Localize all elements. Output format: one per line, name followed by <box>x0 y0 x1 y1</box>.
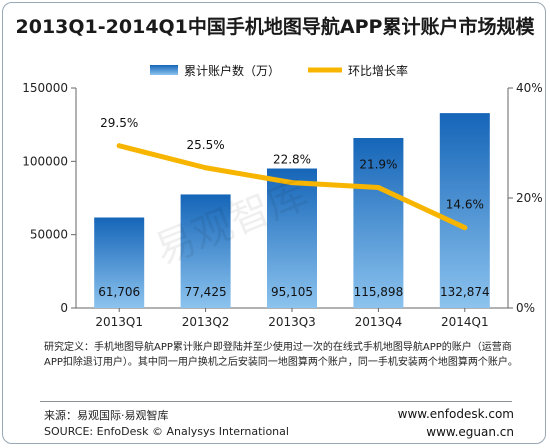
y-right-tick-label: 40% <box>516 81 543 95</box>
legend-label-line: 环比增长率 <box>348 63 408 78</box>
bar-2013Q4 <box>353 138 404 308</box>
y-right-tick-label: 20% <box>516 191 543 205</box>
growth-rate-point <box>116 143 122 149</box>
bar-2014Q1 <box>439 113 490 308</box>
chart-title: 2013Q1-2014Q1中国手机地图导航APP累计账户市场规模 <box>15 16 535 38</box>
y-left-tick-label: 150000 <box>22 81 68 95</box>
x-tick-label: 2013Q4 <box>355 315 403 329</box>
url-eguan[interactable]: www.eguan.cn <box>426 425 514 439</box>
bar-value-label: 115,898 <box>354 285 404 299</box>
legend-label-bars: 累计账户数（万） <box>184 63 280 78</box>
growth-rate-label: 29.5% <box>100 116 138 130</box>
source-cn: 来源：易观国际·易观智库 <box>44 409 169 422</box>
growth-rate-label: 22.8% <box>273 153 311 167</box>
y-left-tick-label: 100000 <box>22 154 68 168</box>
footer-row-2: SOURCE: EnfoDesk © Analysys Internationa… <box>44 425 514 439</box>
growth-rate-point <box>289 180 295 186</box>
bar-value-label: 77,425 <box>185 285 227 299</box>
x-tick-label: 2013Q3 <box>268 315 316 329</box>
url-enfodesk[interactable]: www.enfodesk.com <box>397 407 514 421</box>
bar-value-label: 61,706 <box>98 285 140 299</box>
footer-divider <box>40 401 512 402</box>
bar-2013Q2 <box>180 194 231 308</box>
growth-rate-point <box>462 225 468 231</box>
source-en: SOURCE: EnfoDesk © Analysys Internationa… <box>44 425 289 438</box>
growth-rate-point <box>375 185 381 191</box>
legend-swatch-bars <box>150 65 178 75</box>
bar-2013Q3 <box>267 168 317 308</box>
y-right-tick-label: 0% <box>516 301 535 315</box>
bar-value-label: 132,874 <box>440 285 490 299</box>
y-left-tick-label: 0 <box>60 301 68 315</box>
footer-row-1: 来源：易观国际·易观智库 www.enfodesk.com <box>44 407 514 423</box>
growth-rate-point <box>203 165 209 171</box>
combo-chart: 0 50000 100000 150000 0% 20% 40% 2013Q1 2013Q2 20… <box>22 63 543 329</box>
bar-2013Q1 <box>94 217 145 308</box>
growth-rate-label: 14.6% <box>446 198 484 212</box>
x-tick-label: 2014Q1 <box>441 315 489 329</box>
growth-rate-label: 21.9% <box>359 158 397 172</box>
definition-note: 研究定义：手机地图导航APP累计账户即登陆并至少使用过一次的在线式手机地图导航A… <box>44 342 518 368</box>
x-tick-label: 2013Q2 <box>182 315 230 329</box>
growth-rate-label: 25.5% <box>187 138 225 152</box>
bar-value-label: 95,105 <box>271 285 313 299</box>
y-left-tick-label: 50000 <box>30 228 68 242</box>
x-tick-label: 2013Q1 <box>95 315 143 329</box>
